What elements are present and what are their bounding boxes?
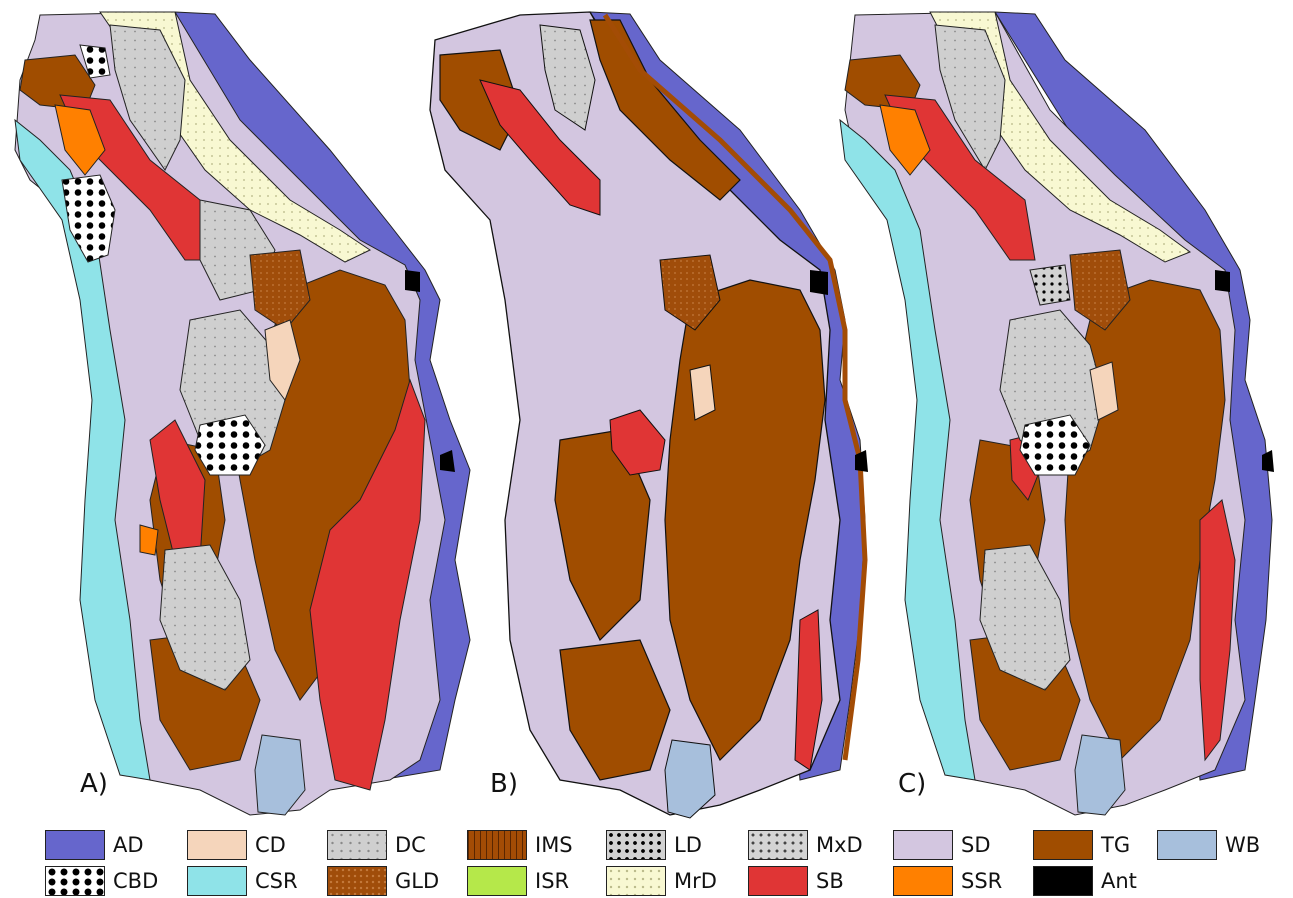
map-region-ant bbox=[440, 450, 455, 472]
legend-item-mrd: MrD bbox=[606, 864, 717, 898]
map-region-ant bbox=[1215, 270, 1230, 292]
map-region-gld bbox=[249, 249, 311, 331]
map-region-dc bbox=[979, 544, 1071, 691]
legend-label: MxD bbox=[816, 833, 863, 857]
map-region-ssr bbox=[54, 104, 106, 176]
legend-label: SB bbox=[816, 869, 844, 893]
legend-label: IMS bbox=[535, 833, 573, 857]
legend-label: TG bbox=[1101, 833, 1131, 857]
legend-swatch-sb bbox=[748, 866, 808, 896]
legend: AD CBD CD CSR DC GLD IMS ISR LD MrD MxD SB SD SSR TG An… bbox=[0, 824, 1293, 896]
panel-label-b: B) bbox=[490, 769, 518, 799]
legend-swatch-ant bbox=[1033, 866, 1093, 896]
map-region-cd bbox=[264, 319, 301, 402]
legend-swatch-cd bbox=[187, 830, 247, 860]
legend-label: SD bbox=[961, 833, 991, 857]
map-region-ssr bbox=[879, 104, 931, 176]
legend-item-ssr: SSR bbox=[893, 864, 1002, 898]
legend-label: Ant bbox=[1101, 869, 1137, 893]
legend-label: CD bbox=[255, 833, 286, 857]
legend-item-ad: AD bbox=[45, 828, 144, 862]
legend-item-isr: ISR bbox=[467, 864, 569, 898]
map-region-wb bbox=[254, 734, 306, 816]
legend-item-sb: SB bbox=[748, 864, 844, 898]
map-region-ims bbox=[602, 13, 868, 761]
legend-swatch-dc bbox=[327, 830, 387, 860]
map-region-tg bbox=[559, 639, 671, 781]
legend-swatch-tg bbox=[1033, 830, 1093, 860]
legend-label: ISR bbox=[535, 869, 570, 893]
map-region-dc bbox=[539, 24, 596, 131]
legend-swatch-ad bbox=[45, 830, 105, 860]
legend-label: DC bbox=[395, 833, 426, 857]
map-region-ssr bbox=[139, 524, 159, 556]
map-region-ant bbox=[405, 270, 420, 292]
legend-swatch-sd bbox=[893, 830, 953, 860]
legend-label: WB bbox=[1225, 833, 1261, 857]
legend-swatch-ssr bbox=[893, 866, 953, 896]
legend-item-csr: CSR bbox=[187, 864, 298, 898]
map-region-cbd bbox=[79, 44, 111, 79]
map-region-ld bbox=[1029, 264, 1071, 306]
legend-label: LD bbox=[674, 833, 702, 857]
map-region-gld bbox=[659, 254, 721, 331]
map-region-wb bbox=[664, 739, 716, 819]
legend-item-gld: GLD bbox=[327, 864, 439, 898]
map-figure: A) B) bbox=[14, 11, 1274, 819]
map-region-sb bbox=[609, 409, 666, 476]
map-region-ant bbox=[855, 450, 868, 472]
legend-swatch-ims bbox=[467, 830, 527, 860]
map-region-cbd bbox=[1019, 414, 1091, 476]
map-region-tg bbox=[589, 19, 741, 201]
map-region-ant bbox=[810, 270, 828, 295]
legend-swatch-cbd bbox=[45, 866, 105, 896]
legend-item-cd: CD bbox=[187, 828, 286, 862]
legend-swatch-mrd bbox=[606, 866, 666, 896]
map-region-ant bbox=[1262, 450, 1274, 472]
legend-item-mxd: MxD bbox=[748, 828, 863, 862]
map-region-cd bbox=[1089, 361, 1119, 421]
legend-swatch-gld bbox=[327, 866, 387, 896]
legend-item-sd: SD bbox=[893, 828, 991, 862]
legend-label: AD bbox=[113, 833, 144, 857]
map-region-cd bbox=[689, 364, 716, 421]
map-region-dc bbox=[934, 24, 1006, 172]
legend-item-ant: Ant bbox=[1033, 864, 1137, 898]
legend-label: MrD bbox=[674, 869, 717, 893]
map-region-sb bbox=[1199, 499, 1236, 762]
legend-swatch-csr bbox=[187, 866, 247, 896]
map-region-sb bbox=[794, 609, 823, 771]
map-region-csr bbox=[839, 118, 976, 781]
map-region-wb bbox=[1074, 734, 1126, 816]
legend-label: CBD bbox=[113, 869, 159, 893]
map-region-dc bbox=[109, 24, 186, 171]
legend-swatch-mxd bbox=[748, 830, 808, 860]
map-region-sb bbox=[309, 378, 426, 791]
map-region-gld bbox=[1069, 249, 1131, 331]
legend-swatch-isr bbox=[467, 866, 527, 896]
legend-label: CSR bbox=[255, 869, 298, 893]
legend-label: SSR bbox=[961, 869, 1003, 893]
panel-label-c: C) bbox=[898, 769, 926, 799]
legend-item-ims: IMS bbox=[467, 828, 573, 862]
map-panel-c: C) bbox=[839, 11, 1274, 816]
legend-swatch-wb bbox=[1157, 830, 1217, 860]
map-region-cbd bbox=[61, 174, 116, 263]
map-region-sb bbox=[479, 79, 601, 216]
map-region-dc bbox=[159, 544, 251, 691]
legend-label: GLD bbox=[395, 869, 440, 893]
legend-item-ld: LD bbox=[606, 828, 702, 862]
legend-swatch-ld bbox=[606, 830, 666, 860]
map-panel-a: A) bbox=[14, 11, 471, 816]
legend-item-dc: DC bbox=[327, 828, 426, 862]
map-region-cbd bbox=[194, 414, 266, 476]
map-panel-b: B) bbox=[429, 11, 868, 819]
legend-item-wb: WB bbox=[1157, 828, 1260, 862]
legend-item-cbd: CBD bbox=[45, 864, 158, 898]
legend-item-tg: TG bbox=[1033, 828, 1130, 862]
panel-label-a: A) bbox=[80, 769, 108, 799]
